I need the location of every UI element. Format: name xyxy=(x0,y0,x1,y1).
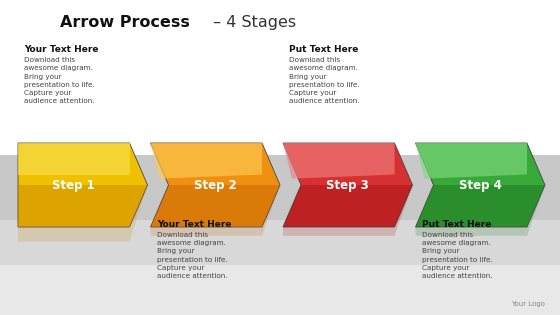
Polygon shape xyxy=(416,143,527,179)
Text: Download this
awesome diagram.
Bring your
presentation to life.
Capture your
aud: Download this awesome diagram. Bring you… xyxy=(25,57,95,104)
Text: Step 2: Step 2 xyxy=(194,179,237,192)
Text: Your Text Here: Your Text Here xyxy=(157,220,231,229)
Polygon shape xyxy=(283,143,394,179)
Text: Put Text Here: Put Text Here xyxy=(290,45,359,54)
Bar xyxy=(0,155,560,220)
Polygon shape xyxy=(283,185,413,236)
Text: – 4 Stages: – 4 Stages xyxy=(208,15,296,30)
Polygon shape xyxy=(18,185,147,227)
Polygon shape xyxy=(151,143,262,179)
Text: Download this
awesome diagram.
Bring your
presentation to life.
Capture your
aud: Download this awesome diagram. Bring you… xyxy=(422,232,493,279)
Text: Step 1: Step 1 xyxy=(53,179,95,192)
Text: Arrow Process: Arrow Process xyxy=(60,15,190,30)
Polygon shape xyxy=(18,143,129,175)
Bar xyxy=(0,160,560,265)
Text: Step 3: Step 3 xyxy=(326,179,369,192)
Polygon shape xyxy=(283,143,413,227)
Polygon shape xyxy=(18,143,147,227)
Polygon shape xyxy=(283,185,413,227)
Polygon shape xyxy=(416,185,545,236)
Polygon shape xyxy=(151,143,280,227)
Text: Your Text Here: Your Text Here xyxy=(25,45,99,54)
Polygon shape xyxy=(416,143,545,227)
Polygon shape xyxy=(151,185,280,227)
Polygon shape xyxy=(18,185,147,242)
Text: Download this
awesome diagram.
Bring your
presentation to life.
Capture your
aud: Download this awesome diagram. Bring you… xyxy=(157,232,228,279)
Text: Put Text Here: Put Text Here xyxy=(422,220,491,229)
Polygon shape xyxy=(416,185,545,227)
Text: Download this
awesome diagram.
Bring your
presentation to life.
Capture your
aud: Download this awesome diagram. Bring you… xyxy=(290,57,360,104)
Bar xyxy=(0,220,560,265)
Bar xyxy=(0,0,560,160)
Text: Your Logo: Your Logo xyxy=(511,301,545,307)
Text: Step 4: Step 4 xyxy=(459,179,502,192)
Bar xyxy=(0,265,560,315)
Polygon shape xyxy=(151,185,280,236)
